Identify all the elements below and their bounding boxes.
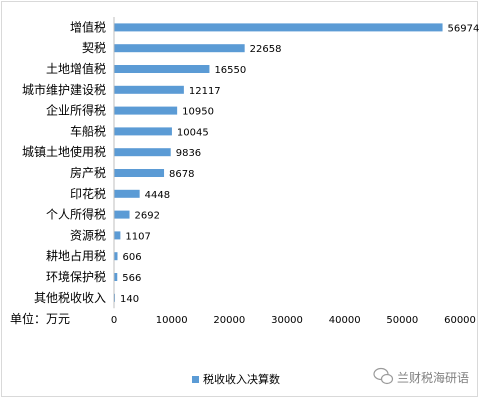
bar — [114, 189, 140, 198]
category-label: 城市维护建设税 — [22, 82, 106, 97]
category-label: 环境保护税 — [46, 269, 106, 284]
data-label: 1107 — [125, 231, 150, 242]
category-label: 印花税 — [70, 186, 106, 201]
x-tick-label: 0 — [111, 315, 117, 326]
data-label: 566 — [122, 273, 141, 284]
category-label: 企业所得税 — [46, 103, 106, 118]
x-tick-label: 40000 — [329, 315, 361, 326]
category-label: 增值税 — [70, 19, 106, 34]
x-tick-label: 10000 — [156, 315, 188, 326]
category-label: 契税 — [82, 41, 106, 55]
data-label: 2692 — [135, 211, 160, 222]
category-label: 车船税 — [70, 123, 106, 138]
category-label: 其他税收收入 — [34, 291, 106, 305]
bar — [114, 44, 245, 53]
data-label: 8678 — [169, 169, 194, 180]
legend-label: 税收收入决算数 — [203, 372, 280, 386]
bar — [114, 106, 178, 115]
x-tick-label: 50000 — [386, 315, 418, 326]
x-tick-label: 20000 — [213, 315, 245, 326]
x-tick-label: 60000 — [444, 315, 476, 326]
legend: 税收收入决算数 — [192, 372, 280, 386]
data-label: 22658 — [250, 44, 282, 55]
bar — [114, 23, 443, 32]
data-label: 12117 — [189, 86, 221, 97]
bar — [114, 65, 210, 73]
bar — [114, 148, 171, 157]
watermark-text: 兰财税海研语 — [397, 370, 469, 385]
bar — [114, 169, 165, 177]
category-label: 土地增值税 — [46, 61, 106, 76]
bar — [114, 210, 130, 219]
x-tick-label: 30000 — [271, 315, 303, 326]
watermark: 兰财税海研语 — [373, 367, 469, 385]
data-label: 16550 — [214, 65, 246, 76]
unit-label: 单位：万元 — [10, 311, 70, 326]
data-label: 56974 — [448, 23, 479, 34]
category-label: 个人所得税 — [46, 207, 106, 222]
bar — [114, 85, 184, 94]
legend-swatch — [192, 376, 199, 383]
category-label: 资源税 — [70, 228, 106, 242]
data-label: 140 — [120, 294, 139, 305]
data-label: 9836 — [176, 148, 201, 159]
data-label: 4448 — [145, 190, 170, 201]
bar — [114, 273, 118, 281]
chart-frame: 增值税契税土地增值税城市维护建设税企业所得税车船税城镇土地使用税房产税印花税个人… — [1, 1, 479, 397]
wechat-icon — [373, 367, 394, 385]
bar — [114, 252, 118, 261]
data-label: 10950 — [182, 107, 214, 118]
category-label: 耕地占用税 — [46, 248, 106, 263]
bar-chart: 增值税契税土地增值税城市维护建设税企业所得税车船税城镇土地使用税房产税印花税个人… — [10, 17, 479, 386]
category-label: 房产税 — [70, 165, 106, 180]
bar — [114, 127, 172, 136]
data-label: 10045 — [177, 127, 209, 138]
bar — [114, 231, 121, 240]
category-label: 城镇土地使用税 — [22, 144, 106, 159]
data-label: 606 — [122, 252, 141, 263]
